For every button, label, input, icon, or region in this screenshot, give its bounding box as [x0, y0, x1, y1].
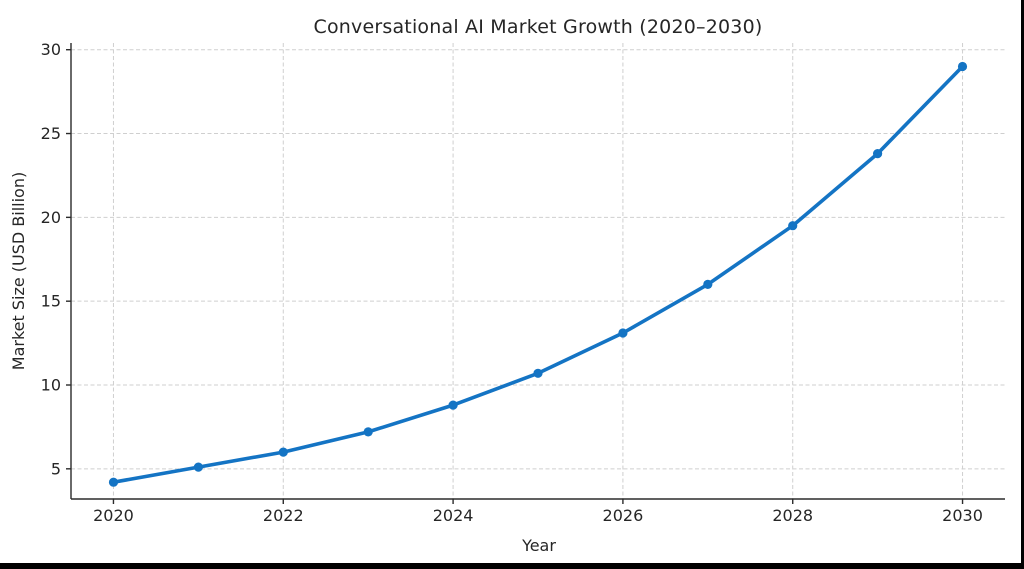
data-series: [108, 61, 968, 487]
x-axis-label: Year: [521, 536, 556, 555]
axes: [66, 43, 1005, 504]
x-tick-label: 2020: [93, 506, 134, 525]
y-axis-label: Market Size (USD Billion): [9, 172, 28, 370]
data-point-marker: [873, 149, 883, 159]
data-point-marker: [703, 279, 713, 289]
window-right-edge: [1021, 0, 1024, 563]
y-tick-label: 20: [41, 208, 61, 227]
data-point-marker: [618, 328, 628, 338]
data-point-marker: [957, 61, 968, 72]
chart-title: Conversational AI Market Growth (2020–20…: [313, 16, 762, 38]
x-tick-label: 2024: [433, 506, 474, 525]
y-tick-label: 5: [51, 459, 61, 478]
data-point-marker: [363, 427, 373, 437]
y-tick-label: 25: [41, 124, 61, 143]
data-point-marker: [533, 368, 543, 378]
data-point-marker: [108, 477, 119, 487]
market-size-line: [111, 64, 965, 485]
y-tick-label: 10: [41, 376, 61, 395]
x-tick-label: 2028: [772, 506, 813, 525]
gridlines: [71, 43, 1005, 499]
tick-labels: 2020 2022 2024 2026 2028 2030 5 10 15 20 25 30: [41, 40, 983, 525]
y-tick-label: 30: [41, 40, 61, 59]
data-point-marker: [278, 447, 288, 457]
data-point-marker: [193, 462, 203, 472]
y-tick-label: 15: [41, 292, 61, 311]
data-point-marker: [788, 221, 798, 231]
x-tick-label: 2022: [263, 506, 304, 525]
x-tick-label: 2030: [942, 506, 983, 525]
window-bottom-edge: [0, 563, 1024, 569]
x-tick-label: 2026: [603, 506, 644, 525]
data-point-marker: [448, 400, 458, 410]
